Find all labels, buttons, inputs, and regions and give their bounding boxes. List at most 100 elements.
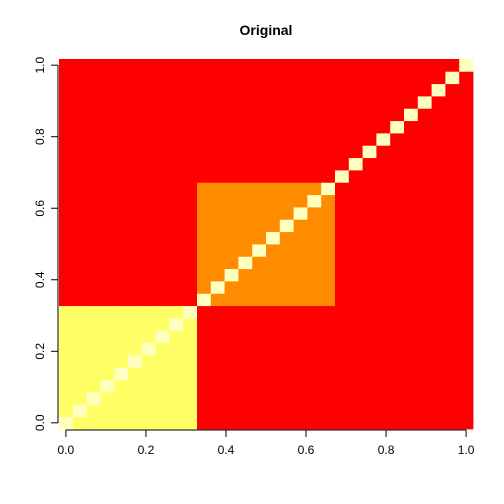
heatmap-cell <box>335 182 350 196</box>
heatmap-cell <box>431 342 446 356</box>
heatmap-cell <box>155 342 170 356</box>
heatmap-cell <box>390 157 405 171</box>
heatmap-cell <box>141 194 156 208</box>
heatmap-cell <box>169 244 184 257</box>
heatmap-cell <box>362 342 377 356</box>
heatmap-cell <box>348 416 363 430</box>
heatmap-cell <box>390 145 405 159</box>
heatmap-cell <box>155 194 170 208</box>
heatmap-cell <box>141 379 156 393</box>
heatmap-cell <box>197 244 212 257</box>
heatmap-cell <box>114 108 129 122</box>
heatmap-cell <box>86 404 101 418</box>
heatmap-cell <box>224 145 239 159</box>
heatmap-cell <box>155 367 170 381</box>
heatmap-cell <box>362 305 377 319</box>
heatmap-cell <box>293 207 308 220</box>
heatmap-cell <box>72 268 87 282</box>
heatmap-cell <box>362 293 377 307</box>
heatmap-cell <box>224 379 239 393</box>
heatmap-cell <box>141 157 156 171</box>
x-tick-label: 0.4 <box>218 443 235 457</box>
heatmap-cell <box>376 207 391 220</box>
heatmap-cell <box>72 256 87 270</box>
heatmap-cell <box>169 318 184 331</box>
heatmap-cell <box>210 416 225 430</box>
heatmap-cell <box>404 157 419 171</box>
heatmap-cell <box>114 83 129 97</box>
heatmap-cell <box>459 59 474 72</box>
heatmap-cell <box>183 170 198 183</box>
y-tick-label: 0.6 <box>33 200 47 217</box>
heatmap-cell <box>59 244 74 257</box>
heatmap-cell <box>72 108 87 122</box>
heatmap-cell <box>114 133 129 146</box>
heatmap-cell <box>252 293 267 307</box>
heatmap-cell <box>431 133 446 146</box>
heatmap-cell <box>404 207 419 220</box>
heatmap-cell <box>114 96 129 109</box>
heatmap-cell <box>59 133 74 146</box>
heatmap-cell <box>390 281 405 294</box>
heatmap-cell <box>266 194 281 208</box>
heatmap-cell <box>155 416 170 430</box>
heatmap-cell <box>321 404 336 418</box>
heatmap-cell <box>210 157 225 171</box>
heatmap-cell <box>445 83 460 97</box>
heatmap-cell <box>459 108 474 122</box>
heatmap-cell <box>86 342 101 356</box>
heatmap-cell <box>197 108 212 122</box>
heatmap-cell <box>128 367 143 381</box>
heatmap-cell <box>59 256 74 270</box>
heatmap-cell <box>293 416 308 430</box>
heatmap-cell <box>279 367 294 381</box>
heatmap-cell <box>169 108 184 122</box>
x-tick-label: 0.8 <box>378 443 395 457</box>
heatmap-cell <box>266 355 281 368</box>
heatmap-cell <box>362 330 377 344</box>
heatmap-cell <box>404 59 419 72</box>
heatmap-cell <box>238 244 253 257</box>
heatmap-cell <box>252 318 267 331</box>
heatmap-cell <box>100 59 115 72</box>
heatmap-cell <box>155 59 170 72</box>
heatmap-cell <box>376 194 391 208</box>
heatmap-cell <box>362 120 377 134</box>
heatmap-cell <box>128 404 143 418</box>
heatmap-cell <box>128 194 143 208</box>
heatmap-cell <box>128 108 143 122</box>
heatmap-cell <box>141 330 156 344</box>
heatmap-cell <box>169 268 184 282</box>
heatmap-cell <box>72 83 87 97</box>
heatmap-cell <box>169 342 184 356</box>
heatmap-cell <box>459 268 474 282</box>
heatmap-cell <box>128 379 143 393</box>
heatmap-cell <box>72 231 87 245</box>
heatmap-cell <box>86 231 101 245</box>
heatmap-cell <box>238 96 253 109</box>
heatmap-cell <box>335 367 350 381</box>
heatmap-cell <box>321 342 336 356</box>
heatmap-cell <box>390 170 405 183</box>
heatmap-cell <box>128 182 143 196</box>
heatmap-cell <box>404 256 419 270</box>
heatmap-cell <box>252 416 267 430</box>
heatmap-cell <box>238 416 253 430</box>
heatmap-cell <box>279 83 294 97</box>
heatmap-cell <box>114 293 129 307</box>
heatmap-cell <box>128 244 143 257</box>
heatmap-cell <box>431 96 446 109</box>
heatmap-cell <box>307 244 322 257</box>
heatmap-cell <box>210 133 225 146</box>
heatmap-cell <box>197 404 212 418</box>
heatmap-cell <box>210 96 225 109</box>
heatmap-cell <box>348 305 363 319</box>
heatmap-cell <box>224 59 239 72</box>
heatmap-cell <box>348 367 363 381</box>
heatmap-cell <box>321 219 336 233</box>
heatmap-cell <box>238 207 253 220</box>
heatmap-cell <box>390 256 405 270</box>
heatmap-cell <box>210 145 225 159</box>
x-tick-label: 0.6 <box>298 443 315 457</box>
